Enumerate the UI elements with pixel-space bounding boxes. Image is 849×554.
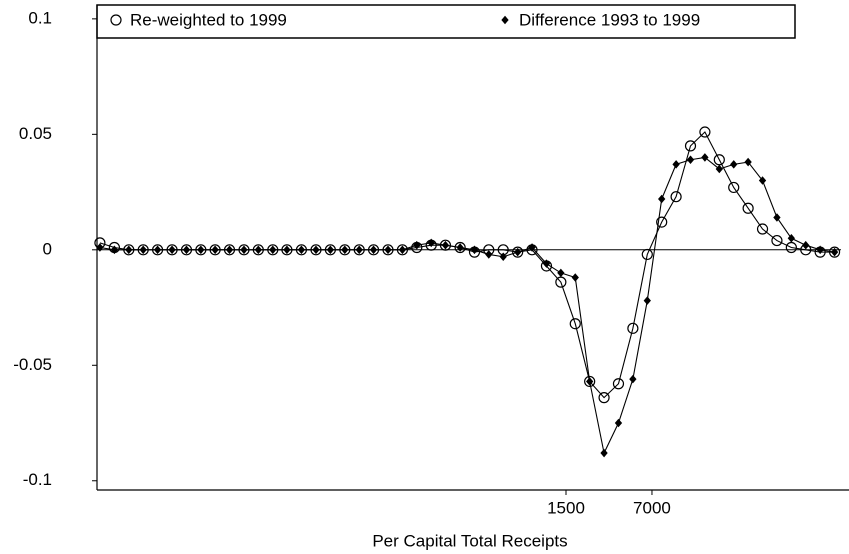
point bbox=[413, 240, 421, 250]
point bbox=[485, 250, 493, 259]
point bbox=[557, 268, 565, 278]
point bbox=[542, 259, 551, 268]
point bbox=[269, 245, 277, 255]
point bbox=[283, 245, 291, 255]
point bbox=[816, 245, 824, 255]
point bbox=[297, 245, 306, 255]
point bbox=[398, 245, 407, 255]
point bbox=[658, 194, 666, 204]
point bbox=[441, 240, 450, 250]
point bbox=[514, 247, 522, 257]
point bbox=[125, 245, 133, 255]
y-tick-label: 0.05 bbox=[19, 124, 52, 143]
point bbox=[225, 245, 234, 255]
point bbox=[715, 164, 723, 174]
point bbox=[182, 245, 191, 255]
point bbox=[211, 245, 219, 255]
point bbox=[312, 245, 320, 255]
point bbox=[254, 245, 262, 255]
point bbox=[701, 153, 709, 162]
point bbox=[499, 252, 507, 262]
point bbox=[470, 245, 479, 255]
point bbox=[699, 126, 711, 138]
legend-label: Difference 1993 to 1999 bbox=[519, 10, 700, 29]
point bbox=[744, 157, 752, 167]
point bbox=[643, 296, 651, 305]
point bbox=[139, 245, 147, 255]
x-tick-label: 7000 bbox=[633, 498, 671, 517]
point bbox=[197, 245, 205, 255]
point bbox=[427, 238, 435, 248]
point bbox=[240, 245, 248, 255]
point bbox=[802, 240, 810, 250]
point bbox=[569, 318, 581, 330]
series-line bbox=[99, 156, 835, 455]
point bbox=[773, 213, 781, 222]
point bbox=[528, 243, 536, 252]
point bbox=[571, 273, 579, 282]
legend-marker bbox=[501, 15, 509, 25]
x-tick-label: 1500 bbox=[547, 498, 585, 517]
point bbox=[612, 378, 625, 390]
point bbox=[670, 191, 682, 203]
point bbox=[454, 241, 466, 254]
point bbox=[742, 202, 754, 214]
point bbox=[168, 245, 176, 255]
point bbox=[456, 243, 464, 252]
point bbox=[600, 448, 608, 458]
point bbox=[326, 245, 335, 255]
point bbox=[512, 246, 524, 258]
point bbox=[830, 247, 839, 257]
point bbox=[684, 140, 697, 152]
point bbox=[771, 234, 783, 247]
point bbox=[730, 160, 738, 169]
point bbox=[384, 245, 392, 255]
point bbox=[629, 374, 637, 384]
legend-label: Re-weighted to 1999 bbox=[130, 10, 287, 29]
point bbox=[614, 418, 623, 428]
point bbox=[96, 243, 104, 252]
point bbox=[686, 155, 695, 165]
point bbox=[672, 160, 680, 169]
point bbox=[110, 245, 119, 255]
point bbox=[598, 392, 610, 404]
point bbox=[153, 245, 162, 255]
x-axis-title: Per Capital Total Receipts bbox=[372, 531, 567, 550]
point bbox=[641, 248, 653, 261]
point bbox=[341, 245, 349, 255]
point bbox=[756, 223, 769, 235]
point bbox=[369, 245, 378, 255]
y-tick-label: -0.1 bbox=[23, 470, 52, 489]
point bbox=[728, 181, 740, 194]
point bbox=[627, 322, 639, 334]
y-tick-label: -0.05 bbox=[13, 355, 52, 374]
legend-marker bbox=[110, 14, 122, 26]
y-tick-label: 0.1 bbox=[28, 8, 52, 27]
point bbox=[439, 239, 452, 251]
point bbox=[584, 375, 596, 388]
point bbox=[828, 246, 841, 258]
point bbox=[787, 233, 796, 243]
point bbox=[586, 377, 594, 386]
series-line bbox=[99, 131, 835, 399]
point bbox=[758, 176, 767, 185]
point bbox=[656, 216, 668, 228]
point bbox=[355, 245, 363, 255]
y-tick-label: 0 bbox=[43, 239, 52, 258]
